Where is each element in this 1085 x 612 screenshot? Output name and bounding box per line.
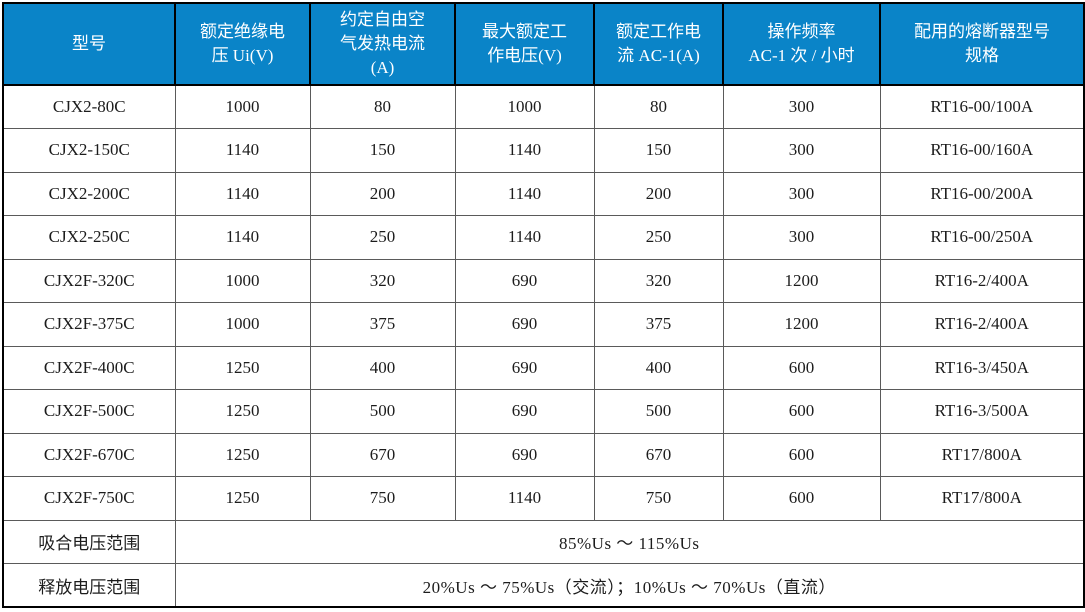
table-row: CJX2-200C 1140 200 1140 200 300 RT16-00/… (2, 171, 1085, 216)
cell-thermal-current: 500 (309, 389, 456, 434)
table-row: CJX2F-400C 1250 400 690 400 600 RT16-3/4… (2, 345, 1085, 390)
cell-working-current: 80 (593, 84, 724, 129)
cell-max-working-voltage: 690 (454, 302, 595, 347)
cell-insulation-voltage: 1250 (174, 389, 311, 434)
col-header-rated-working-current-ac1: 额定工作电 流 AC-1(A) (593, 2, 724, 86)
cell-model: CJX2-250C (2, 215, 176, 260)
cell-working-current: 375 (593, 302, 724, 347)
footer-value-release-voltage-range: 20%Us ～ 75%Us（交流）；10%Us ～ 70%Us（直流） (174, 563, 1085, 608)
table-row: CJX2-150C 1140 150 1140 150 300 RT16-00/… (2, 128, 1085, 173)
cell-insulation-voltage: 1000 (174, 258, 311, 303)
cell-fuse-spec: RT17/800A (879, 432, 1085, 477)
cell-operating-frequency: 300 (722, 128, 881, 173)
cell-fuse-spec: RT16-00/160A (879, 128, 1085, 173)
cell-max-working-voltage: 1140 (454, 171, 595, 216)
col-header-operating-frequency: 操作频率 AC-1 次 / 小时 (722, 2, 881, 86)
cell-thermal-current: 80 (309, 84, 456, 129)
col-header-model: 型号 (2, 2, 176, 86)
cell-working-current: 500 (593, 389, 724, 434)
table-header: 型号 额定绝缘电 压 Ui(V) 约定自由空 气发热电流 (A) 最大额定工 作… (2, 2, 1085, 86)
cell-max-working-voltage: 690 (454, 389, 595, 434)
cell-operating-frequency: 600 (722, 432, 881, 477)
cell-thermal-current: 150 (309, 128, 456, 173)
cell-operating-frequency: 300 (722, 84, 881, 129)
cell-working-current: 200 (593, 171, 724, 216)
cell-max-working-voltage: 1140 (454, 476, 595, 521)
cell-max-working-voltage: 1140 (454, 128, 595, 173)
cell-fuse-spec: RT16-00/250A (879, 215, 1085, 260)
cell-model: CJX2-150C (2, 128, 176, 173)
cell-operating-frequency: 300 (722, 171, 881, 216)
cell-max-working-voltage: 690 (454, 258, 595, 303)
cell-thermal-current: 400 (309, 345, 456, 390)
cell-operating-frequency: 600 (722, 389, 881, 434)
cell-fuse-spec: RT17/800A (879, 476, 1085, 521)
cell-model: CJX2F-500C (2, 389, 176, 434)
cell-working-current: 750 (593, 476, 724, 521)
cell-working-current: 320 (593, 258, 724, 303)
cell-insulation-voltage: 1250 (174, 432, 311, 477)
cell-insulation-voltage: 1000 (174, 84, 311, 129)
cell-working-current: 400 (593, 345, 724, 390)
cell-fuse-spec: RT16-00/200A (879, 171, 1085, 216)
cell-operating-frequency: 600 (722, 476, 881, 521)
cell-operating-frequency: 600 (722, 345, 881, 390)
cell-thermal-current: 250 (309, 215, 456, 260)
cell-fuse-spec: RT16-00/100A (879, 84, 1085, 129)
cell-thermal-current: 750 (309, 476, 456, 521)
cell-model: CJX2-80C (2, 84, 176, 129)
cell-working-current: 150 (593, 128, 724, 173)
cell-thermal-current: 200 (309, 171, 456, 216)
cell-operating-frequency: 1200 (722, 258, 881, 303)
footer-label-pickup-voltage-range: 吸合电压范围 (2, 519, 176, 564)
cell-max-working-voltage: 690 (454, 432, 595, 477)
footer-row-release-voltage-range: 释放电压范围 20%Us ～ 75%Us（交流）；10%Us ～ 70%Us（直… (2, 563, 1085, 608)
cell-operating-frequency: 300 (722, 215, 881, 260)
header-row: 型号 额定绝缘电 压 Ui(V) 约定自由空 气发热电流 (A) 最大额定工 作… (2, 2, 1085, 86)
table-row: CJX2-80C 1000 80 1000 80 300 RT16-00/100… (2, 84, 1085, 129)
cell-model: CJX2F-750C (2, 476, 176, 521)
cell-fuse-spec: RT16-2/400A (879, 302, 1085, 347)
footer-row-pickup-voltage-range: 吸合电压范围 85%Us ～ 115%Us (2, 519, 1085, 564)
cell-fuse-spec: RT16-3/450A (879, 345, 1085, 390)
cell-model: CJX2F-400C (2, 345, 176, 390)
table-row: CJX2F-320C 1000 320 690 320 1200 RT16-2/… (2, 258, 1085, 303)
cell-model: CJX2F-670C (2, 432, 176, 477)
cell-insulation-voltage: 1250 (174, 345, 311, 390)
cell-fuse-spec: RT16-3/500A (879, 389, 1085, 434)
cell-max-working-voltage: 1000 (454, 84, 595, 129)
cell-insulation-voltage: 1140 (174, 128, 311, 173)
table-body: CJX2-80C 1000 80 1000 80 300 RT16-00/100… (2, 84, 1085, 608)
col-header-rated-insulation-voltage: 额定绝缘电 压 Ui(V) (174, 2, 311, 86)
table-row: CJX2F-375C 1000 375 690 375 1200 RT16-2/… (2, 302, 1085, 347)
table-row: CJX2F-670C 1250 670 690 670 600 RT17/800… (2, 432, 1085, 477)
table-row: CJX2F-500C 1250 500 690 500 600 RT16-3/5… (2, 389, 1085, 434)
cell-working-current: 250 (593, 215, 724, 260)
col-header-conventional-free-air-thermal-current: 约定自由空 气发热电流 (A) (309, 2, 456, 86)
cell-insulation-voltage: 1250 (174, 476, 311, 521)
footer-label-release-voltage-range: 释放电压范围 (2, 563, 176, 608)
cell-thermal-current: 670 (309, 432, 456, 477)
table-row: CJX2-250C 1140 250 1140 250 300 RT16-00/… (2, 215, 1085, 260)
cell-fuse-spec: RT16-2/400A (879, 258, 1085, 303)
footer-value-pickup-voltage-range: 85%Us ～ 115%Us (174, 519, 1085, 564)
cell-model: CJX2-200C (2, 171, 176, 216)
cell-insulation-voltage: 1000 (174, 302, 311, 347)
cell-thermal-current: 320 (309, 258, 456, 303)
cell-operating-frequency: 1200 (722, 302, 881, 347)
cell-thermal-current: 375 (309, 302, 456, 347)
col-header-fuse-type-spec: 配用的熔断器型号 规格 (879, 2, 1085, 86)
cell-insulation-voltage: 1140 (174, 171, 311, 216)
cell-model: CJX2F-375C (2, 302, 176, 347)
cell-max-working-voltage: 690 (454, 345, 595, 390)
cell-model: CJX2F-320C (2, 258, 176, 303)
cell-working-current: 670 (593, 432, 724, 477)
cell-max-working-voltage: 1140 (454, 215, 595, 260)
col-header-max-rated-working-voltage: 最大额定工 作电压(V) (454, 2, 595, 86)
table-row: CJX2F-750C 1250 750 1140 750 600 RT17/80… (2, 476, 1085, 521)
cell-insulation-voltage: 1140 (174, 215, 311, 260)
